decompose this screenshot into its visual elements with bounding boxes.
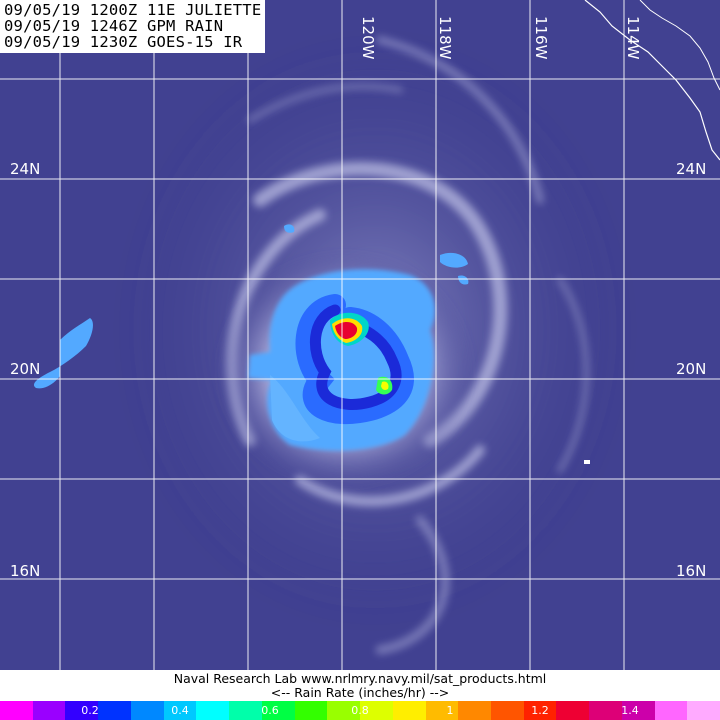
lon-label-114w: 114W xyxy=(624,16,642,60)
colorbar-segment xyxy=(425,701,459,720)
colorbar-segment xyxy=(491,701,524,720)
lat-label-24n-left: 24N xyxy=(10,160,41,178)
lat-label-24n-right: 24N xyxy=(676,160,707,178)
lat-lon-grid xyxy=(0,0,720,670)
colorbar-segment xyxy=(654,701,688,720)
colorbar-segment xyxy=(523,701,557,720)
colorbar-tick-label: 0.6 xyxy=(261,704,279,717)
colorbar-segment xyxy=(163,701,197,720)
colorbar-tick-label: 0.2 xyxy=(81,704,99,717)
colorbar-segment xyxy=(32,701,66,720)
colorbar-segment xyxy=(392,701,426,720)
header-line-ir: 09/05/19 1230Z GOES-15 IR xyxy=(4,33,243,51)
colorbar-tick-label: 1 xyxy=(446,704,454,717)
colorbar-segment xyxy=(556,701,590,720)
colorbar-segment xyxy=(98,701,131,720)
image-header: 09/05/19 1200Z 11E JULIETTE 09/05/19 124… xyxy=(0,0,266,53)
colorbar-segment xyxy=(196,701,230,720)
footer-credit: Naval Research Lab www.nrlmry.navy.mil/s… xyxy=(173,671,547,686)
colorbar-segment xyxy=(687,701,720,720)
colorbar-segment xyxy=(294,701,328,720)
colorbar-segment xyxy=(261,701,295,720)
lat-label-16n-right: 16N xyxy=(676,562,707,580)
satellite-image xyxy=(0,0,720,670)
colorbar-tick-label: 0.4 xyxy=(171,704,189,717)
colorbar-segment xyxy=(360,701,393,720)
rain-rate-colorbar xyxy=(0,701,720,720)
lon-label-120w: 120W xyxy=(359,16,377,60)
colorbar-tick-label: 1.2 xyxy=(531,704,549,717)
colorbar-segment xyxy=(130,701,164,720)
header-line-storm: 09/05/19 1200Z 11E JULIETTE xyxy=(4,1,262,19)
header-line-rain: 09/05/19 1246Z GPM RAIN xyxy=(4,17,224,35)
lat-label-20n-right: 20N xyxy=(676,360,707,378)
colorbar-segment xyxy=(65,701,99,720)
colorbar-segment xyxy=(589,701,622,720)
coastline xyxy=(584,0,720,161)
colorbar-segment xyxy=(229,701,262,720)
colorbar-segment xyxy=(327,701,361,720)
rain-rate-overlay xyxy=(33,224,590,464)
lon-label-116w: 116W xyxy=(532,16,550,60)
lon-label-118w: 118W xyxy=(436,16,454,60)
colorbar-segment xyxy=(458,701,492,720)
colorbar-segment xyxy=(0,701,33,720)
colorbar-tick-label: 0.8 xyxy=(351,704,369,717)
colorbar-tick-label: 1.4 xyxy=(621,704,639,717)
lat-label-16n-left: 16N xyxy=(10,562,41,580)
lat-label-20n-left: 20N xyxy=(10,360,41,378)
colorbar-segment xyxy=(621,701,655,720)
legend-title: <-- Rain Rate (inches/hr) --> xyxy=(270,685,450,700)
